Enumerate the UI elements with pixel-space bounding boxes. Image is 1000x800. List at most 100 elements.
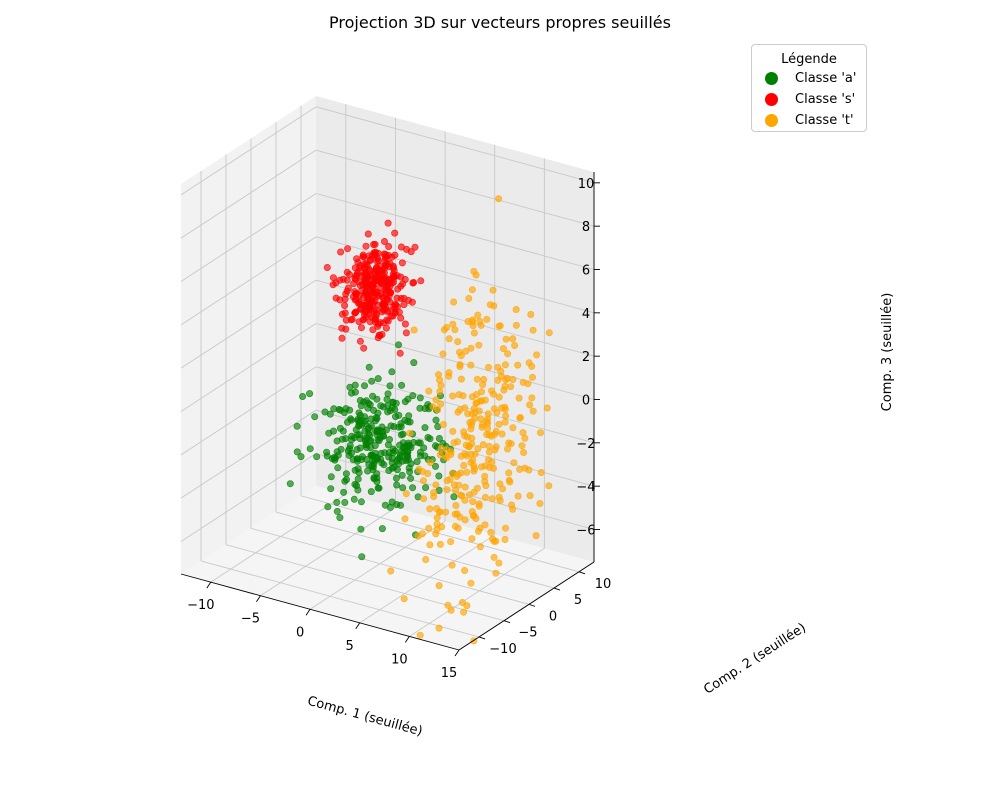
data-point-series-0 [327,473,335,481]
data-point-series-0 [361,427,369,435]
data-point-series-0 [388,454,396,462]
data-point-series-2 [422,555,430,563]
data-point-series-0 [404,395,412,403]
data-point-series-2 [521,434,529,442]
data-point-series-1 [336,296,344,304]
data-point-series-2 [514,361,522,369]
data-point-series-1 [342,325,350,333]
data-point-series-1 [351,264,359,272]
data-point-series-0 [347,389,355,397]
z-tick-label: −2 [576,437,595,452]
data-point-series-2 [435,624,443,632]
data-point-series-1 [374,249,382,257]
data-point-series-1 [358,272,366,280]
data-point-series-0 [336,424,344,432]
gridline [180,453,317,542]
y-tick-mark [503,620,511,624]
data-point-series-1 [355,318,363,326]
data-points [286,195,553,645]
data-point-series-2 [450,439,458,447]
data-point-series-2 [492,569,500,577]
data-point-series-0 [390,423,398,431]
data-point-series-0 [327,485,335,493]
data-point-series-0 [368,377,376,385]
data-point-series-2 [545,329,553,337]
data-point-series-0 [353,455,361,463]
data-point-series-2 [477,415,485,423]
data-point-series-0 [361,434,369,442]
data-point-series-2 [496,497,504,505]
data-point-series-2 [490,537,498,545]
data-point-series-2 [475,341,483,349]
data-point-series-2 [501,418,509,426]
data-point-series-2 [493,409,501,417]
data-point-series-2 [477,388,485,396]
data-point-series-0 [386,382,394,390]
data-point-series-0 [384,408,392,416]
y-axis-line [458,561,595,651]
y-axis-label: Comp. 2 (seuillée) [701,620,809,697]
data-point-series-2 [468,440,476,448]
y-tick-mark [553,587,561,591]
data-point-series-0 [392,399,400,407]
data-point-series-2 [494,363,502,371]
data-point-series-2 [426,459,434,467]
data-point-series-1 [369,326,377,334]
data-point-series-2 [487,528,495,536]
data-point-series-2 [468,286,476,294]
data-point-series-2 [478,423,486,431]
data-point-series-0 [388,464,396,472]
data-point-series-2 [528,373,536,381]
data-point-series-2 [509,335,517,343]
y-tick-label: −5 [518,626,537,641]
data-point-series-2 [402,490,410,498]
y-tick-label: 5 [574,593,582,608]
data-point-series-0 [404,456,412,464]
gridline [210,493,347,583]
data-point-series-2 [440,326,448,334]
data-point-series-2 [436,387,444,395]
data-point-series-0 [342,405,350,413]
gridline [180,366,317,456]
y-tick-label: 0 [549,609,557,624]
x-tick-label: 5 [346,639,354,654]
data-point-series-2 [484,363,492,371]
data-point-series-2 [426,505,434,513]
data-point-series-0 [422,484,430,492]
data-point-series-0 [350,495,358,503]
data-point-series-0 [395,411,403,419]
data-point-series-2 [401,515,409,523]
data-point-series-2 [545,482,553,490]
z-tick-label: 8 [582,220,590,235]
data-point-series-1 [384,219,392,227]
data-point-series-0 [413,458,421,466]
data-point-series-2 [461,483,469,491]
data-point-series-2 [460,461,468,469]
data-point-series-0 [435,472,443,480]
data-point-series-1 [394,285,402,293]
data-point-series-1 [363,308,371,316]
data-point-series-2 [489,390,497,398]
data-point-series-0 [358,553,366,561]
data-point-series-1 [391,305,399,313]
data-point-series-2 [501,361,509,369]
z-tick-label: 2 [582,350,590,365]
data-point-series-2 [520,448,528,456]
data-point-series-1 [409,279,417,287]
data-point-series-2 [510,459,518,467]
legend: Légende Classe 'a' Classe 's' Classe 't' [751,44,867,132]
data-point-series-2 [481,462,489,470]
data-point-series-2 [461,404,469,412]
data-point-series-2 [455,348,463,356]
data-point-series-2 [454,470,462,478]
data-point-series-1 [382,324,390,332]
gridline [250,527,530,605]
data-point-series-1 [365,291,373,299]
data-point-series-2 [432,481,440,489]
data-point-series-2 [467,344,475,352]
data-point-series-2 [430,489,438,497]
gridline [315,149,595,227]
data-point-series-2 [439,420,447,428]
data-point-series-2 [472,271,480,279]
data-point-series-0 [377,449,385,457]
